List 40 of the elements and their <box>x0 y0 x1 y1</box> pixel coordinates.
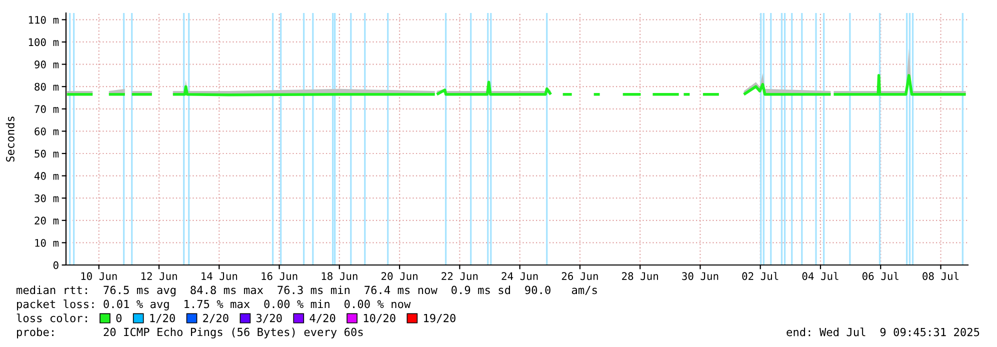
y-tick-label: 60 m <box>34 127 59 136</box>
x-tick-label: 18 Jun <box>322 272 358 280</box>
legend-label: 19/20 <box>424 314 456 324</box>
text: end: Wed Jul 9 09:45:31 2025 <box>786 328 980 336</box>
y-tick-label: 20 m <box>34 216 59 225</box>
legend-label: 2/20 <box>203 314 228 324</box>
text: probe: 20 ICMP Echo Pings (56 Bytes) every 60s <box>17 328 363 338</box>
x-tick-label: 04 Jul <box>802 272 838 280</box>
x-tick-label: 30 Jun <box>682 272 718 280</box>
y-tick-label: 30 m <box>34 194 59 202</box>
x-tick-label: 08 Jul <box>922 272 959 280</box>
x-tick-label: 22 Jun <box>442 272 478 280</box>
y-tick-label: 10 m <box>35 238 59 247</box>
legend-label: 0 <box>116 314 122 322</box>
x-tick-label: 10 Jun <box>81 272 117 280</box>
y-tick-label: 100 m <box>28 38 59 46</box>
x-tick-label: 28 Jun <box>622 272 658 280</box>
y-tick-label: 0 <box>53 261 58 270</box>
x-tick-label: 20 Jun <box>382 272 418 280</box>
x-tick-label: 24 Jun <box>502 272 538 280</box>
y-tick-label: 40 m <box>34 172 59 180</box>
y-tick-label: 80 m <box>34 82 59 91</box>
x-tick-label: 02 Jul <box>742 272 778 280</box>
y-tick-label: 70 m <box>34 105 59 114</box>
y-tick-label: 50 m <box>34 150 59 158</box>
legend-label: 1/20 <box>150 314 175 324</box>
x-tick-label: 26 Jun <box>562 272 598 280</box>
x-tick-label: 12 Jun <box>141 272 177 280</box>
y-tick-label: 110 m <box>28 16 59 24</box>
legend-label: 3/20 <box>256 314 282 324</box>
y-tick-label: 90 m <box>34 60 59 68</box>
legend-label: 4/20 <box>310 314 336 324</box>
text: packet loss: 0.01 % avg 1.75 % max 0.00 % min 0.00 % now <box>17 300 411 310</box>
x-tick-label: 06 Jul <box>862 272 898 280</box>
x-tick-label: 14 Jun <box>202 272 238 280</box>
x-tick-label: 16 Jun <box>262 272 298 280</box>
y-axis-title: Seconds <box>6 116 14 162</box>
legend-title: loss color: <box>16 314 87 322</box>
text: median rtt: 76.5 ms avg 84.8 ms max 76.3 ms min 76.4 ms now 0.9 ms sd 90.0 am/s <box>16 286 597 296</box>
legend-label: 10/20 <box>364 314 396 324</box>
